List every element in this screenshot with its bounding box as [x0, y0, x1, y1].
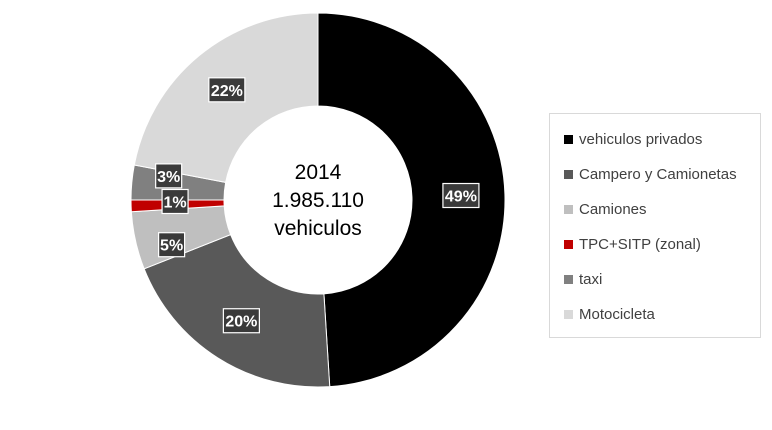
legend-swatch [564, 310, 573, 319]
slice-label-0: 49% [442, 182, 480, 209]
slice-label-3: 1% [161, 188, 189, 215]
slice-label-2: 5% [158, 232, 186, 258]
slice-label-box [442, 182, 480, 209]
legend-swatch [564, 205, 573, 214]
slice-label-4: 3% [155, 163, 183, 189]
slice-label-box [158, 232, 186, 258]
legend-swatch [564, 135, 573, 144]
legend-label: Camiones [579, 201, 647, 218]
legend-item-campero-camionetas: Campero y Camionetas [564, 166, 737, 183]
legend-label: Campero y Camionetas [579, 166, 737, 183]
slice-label-text: 3% [157, 169, 180, 186]
slice-label-text: 1% [164, 194, 187, 211]
chart-legend: vehiculos privados Campero y Camionetas … [549, 113, 761, 338]
center-label-year: 2014 [295, 161, 342, 184]
slice-label-1: 20% [222, 308, 260, 334]
slice-label-text: 5% [160, 238, 183, 255]
legend-item-tpc-sitp: TPC+SITP (zonal) [564, 236, 701, 253]
center-label-total: 1.985.110 [272, 189, 364, 212]
slice-label-box [208, 77, 246, 103]
legend-label: vehiculos privados [579, 131, 703, 148]
legend-swatch [564, 170, 573, 179]
center-label-unit: vehiculos [274, 217, 362, 240]
slice-0 [317, 12, 506, 388]
slice-label-box [222, 308, 260, 334]
legend-label: taxi [579, 271, 603, 288]
slice-label-text: 20% [225, 314, 257, 331]
slice-label-text: 22% [211, 83, 243, 100]
legend-label: TPC+SITP (zonal) [579, 236, 701, 253]
slice-label-5: 22% [208, 77, 246, 103]
legend-swatch [564, 240, 573, 249]
legend-item-vehiculos-privados: vehiculos privados [564, 131, 702, 148]
legend-item-camiones: Camiones [564, 201, 647, 218]
slice-label-box [161, 188, 189, 215]
legend-item-motocicleta: Motocicleta [564, 306, 655, 323]
legend-label: Motocicleta [579, 306, 655, 323]
legend-swatch [564, 275, 573, 284]
slice-label-text: 49% [445, 189, 477, 206]
donut-chart: 49% 20% 5% 1% 3% 22% 2014 1.985.110 vehiculos [130, 12, 506, 388]
legend-item-taxi: taxi [564, 271, 602, 288]
slice-label-box [155, 163, 183, 189]
